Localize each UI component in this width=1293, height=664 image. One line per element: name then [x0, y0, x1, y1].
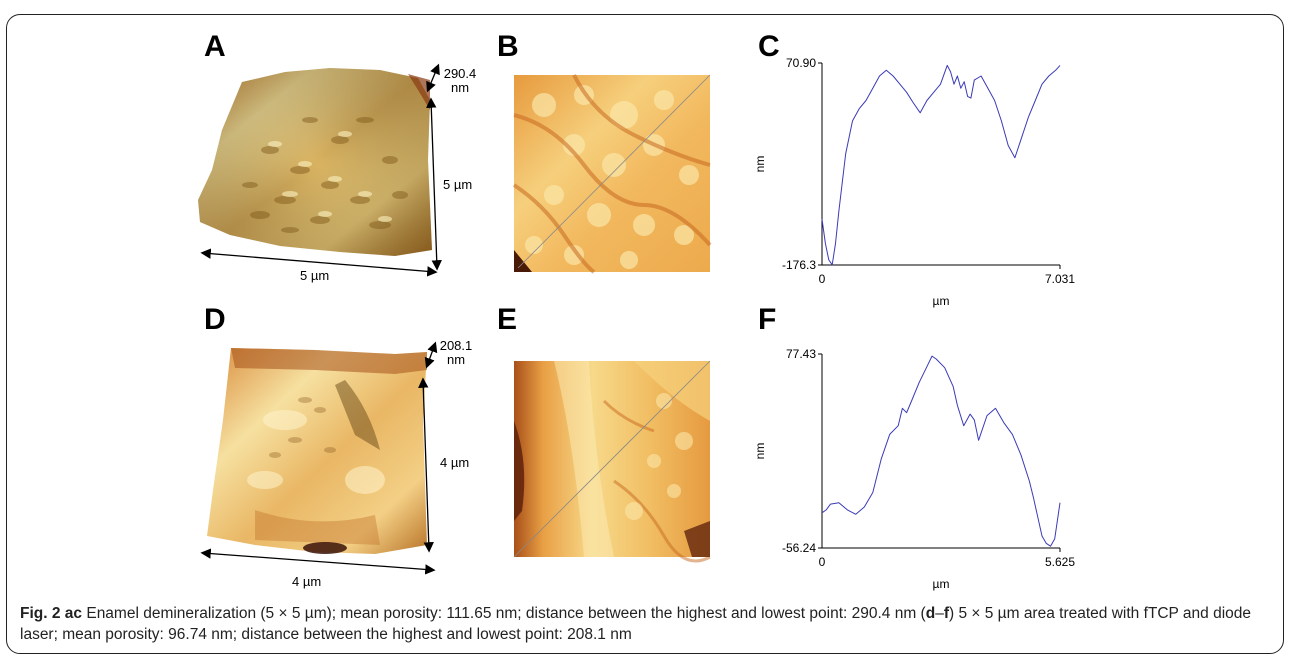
x-axis-label: µm	[933, 294, 950, 308]
caption-text-2: ) 5 × 5 µm area treated with fTCP and di…	[20, 605, 1251, 643]
afm-3d-surface-a	[198, 68, 432, 256]
z-range-value-a: 290.4	[443, 66, 477, 81]
caption-text-1: Enamel demineralization (5 × 5 µm); mean…	[82, 605, 926, 622]
dimension-arrows-a	[200, 63, 442, 277]
profile-line	[821, 64, 1061, 266]
y-tick-label: 70.90	[786, 56, 816, 70]
z-range-unit-a: nm	[450, 80, 470, 95]
profile-chart-c: 70.90 -176.30 7.031 nm µm	[753, 56, 1075, 308]
side-dimension-a: 5 µm	[443, 177, 473, 192]
caption-range2-dash: –	[935, 605, 944, 622]
panel-label-a: A	[204, 30, 226, 63]
panel-label-c: C	[758, 30, 780, 63]
caption-range2-start: d	[925, 605, 936, 622]
x-tick-label: 7.031	[1045, 272, 1075, 286]
y-tick-label: -56.24	[782, 541, 816, 555]
side-dimension-d: 4 µm	[440, 455, 470, 470]
afm-3d-surface-d	[207, 348, 427, 554]
figure-frame	[6, 14, 1284, 654]
panel-label-e: E	[497, 303, 518, 336]
bottom-dimension-a: 5 µm	[300, 268, 330, 283]
caption-range1-end: c	[73, 605, 83, 622]
afm-height-map-e	[513, 360, 711, 563]
x-tick-label: 0	[819, 272, 826, 286]
afm-height-map-b	[512, 74, 712, 274]
caption-range1-start: a	[64, 605, 74, 622]
x-tick-label: 0	[819, 555, 826, 569]
y-axis-label: nm	[753, 156, 767, 173]
caption-range2-end: f	[943, 605, 949, 622]
panel-label-d: D	[204, 303, 226, 336]
dimension-arrows-d	[200, 341, 438, 575]
figure-caption: Fig. 2 ac Enamel demineralization (5 × 5…	[20, 603, 1275, 645]
panel-label-b: B	[497, 30, 519, 63]
z-range-unit-d: nm	[446, 352, 466, 367]
bottom-dimension-d: 4 µm	[292, 574, 322, 589]
x-tick-label: 5.625	[1045, 555, 1075, 569]
z-range-value-d: 208.1	[439, 338, 473, 353]
y-tick-label: -176.3	[782, 258, 816, 272]
profile-chart-f: 77.43 -56.240 5.625 nm µm	[753, 347, 1075, 591]
caption-fig-label: Fig. 2	[20, 605, 61, 622]
y-axis-label: nm	[753, 443, 767, 460]
x-axis-label: µm	[933, 577, 950, 591]
y-tick-label: 77.43	[786, 347, 816, 361]
profile-line	[821, 355, 1061, 547]
panel-label-f: F	[758, 303, 777, 336]
